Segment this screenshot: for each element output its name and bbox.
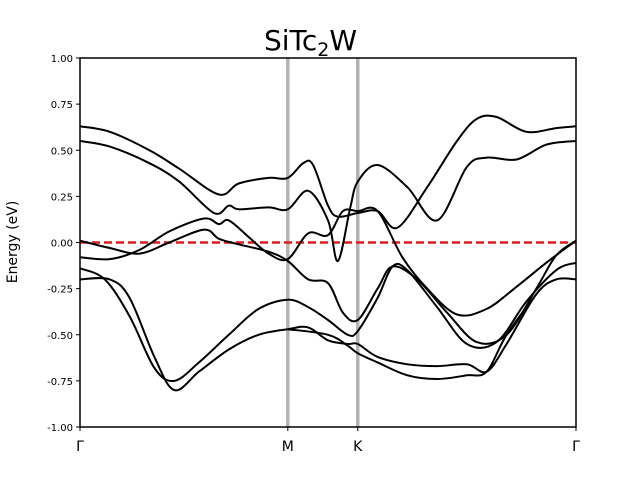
y-tick-label: 0.25 xyxy=(51,192,73,203)
k-point-label: Γ xyxy=(572,439,580,455)
band-line xyxy=(80,140,576,263)
chart-title: SiTc2W xyxy=(264,24,357,61)
y-tick-label: 1.00 xyxy=(51,54,73,65)
band-line xyxy=(80,261,576,383)
k-point-label: K xyxy=(353,439,363,455)
y-ticks: -1.00 -0.75 -0.50 -0.25 0.00 0.25 0.50 0.75 1.00 xyxy=(47,54,80,434)
y-tick-label: 0.50 xyxy=(51,146,73,157)
band-line xyxy=(287,293,538,381)
y-axis-label: Energy (eV) xyxy=(5,201,21,284)
k-point-label: Γ xyxy=(76,439,84,455)
band-line xyxy=(80,277,576,392)
band-line xyxy=(80,114,576,230)
y-tick-label: -0.50 xyxy=(47,331,73,342)
k-point-label: M xyxy=(282,439,294,455)
band-lines xyxy=(80,114,576,392)
y-tick-label: -0.75 xyxy=(47,377,73,388)
y-tick-label: -0.25 xyxy=(47,285,73,296)
y-tick-label: 0.75 xyxy=(51,100,73,111)
y-tick-label: 0.00 xyxy=(51,239,73,250)
y-tick-label: -1.00 xyxy=(47,423,73,434)
band-line xyxy=(80,206,576,317)
band-line xyxy=(80,228,576,345)
